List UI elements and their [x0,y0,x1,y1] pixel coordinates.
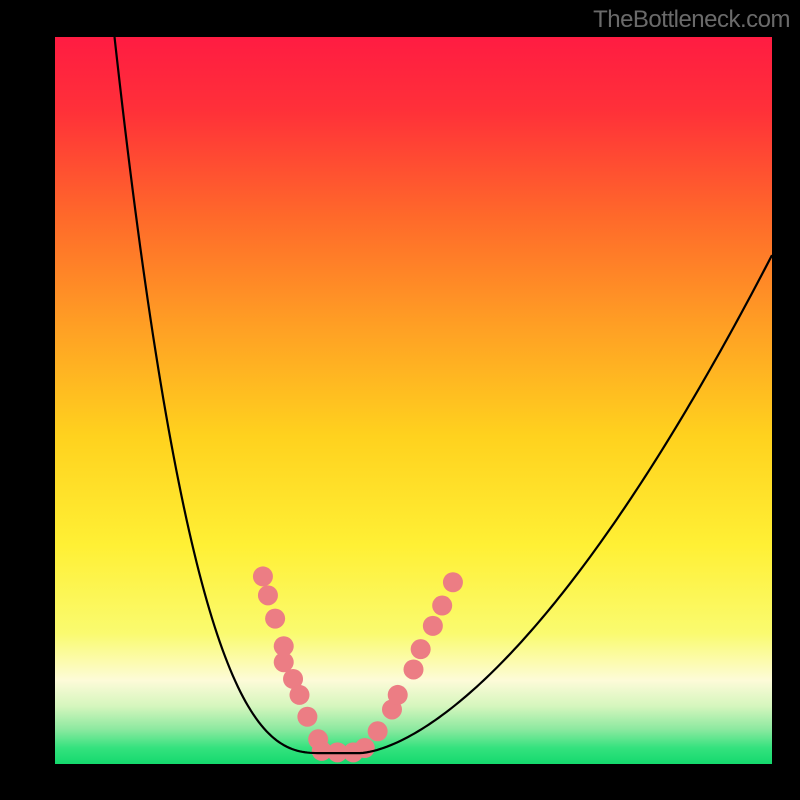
chart-container: TheBottleneck.com [0,0,800,800]
marker-dot [297,707,317,727]
marker-dot [258,585,278,605]
marker-dot [355,738,375,758]
marker-dot [423,616,443,636]
marker-dot [443,572,463,592]
chart-svg [0,0,800,800]
marker-dot [253,566,273,586]
marker-dot [404,659,424,679]
marker-dot [432,596,452,616]
marker-dot [368,721,388,741]
watermark-text: TheBottleneck.com [593,6,790,34]
marker-dot [388,685,408,705]
marker-dot [411,639,431,659]
marker-dot [289,685,309,705]
marker-dot [265,609,285,629]
